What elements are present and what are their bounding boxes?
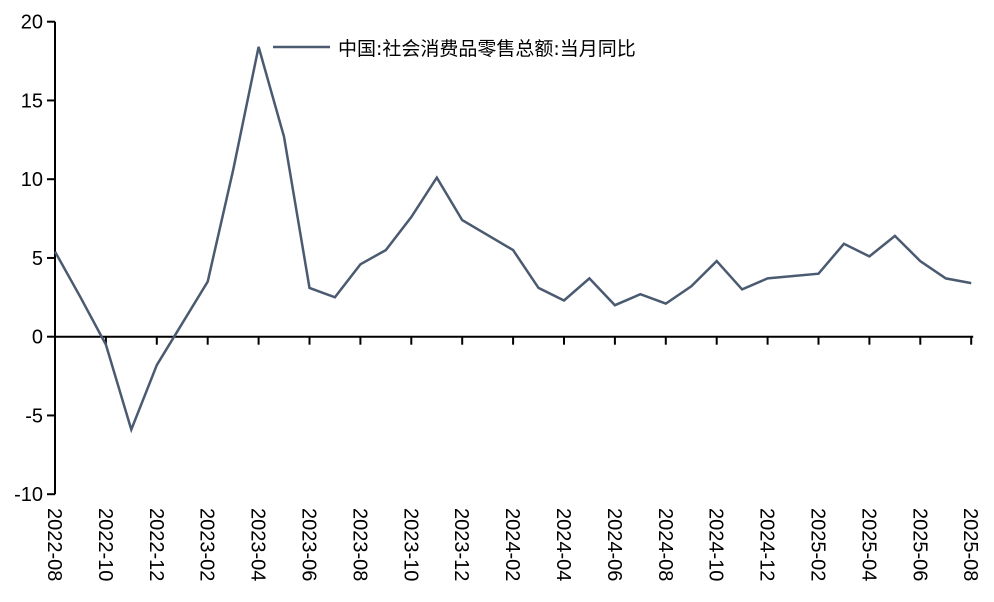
x-tick-label: 2025-06	[908, 508, 930, 581]
y-tick-label: 15	[21, 90, 43, 112]
x-tick-label: 2024-10	[705, 508, 727, 581]
legend: 中国:社会消费品零售总额:当月同比	[273, 38, 636, 60]
series-line	[53, 46, 972, 434]
legend-label: 中国:社会消费品零售总额:当月同比	[338, 38, 636, 60]
x-tick-label: 2023-02	[196, 508, 218, 581]
x-tick-label: 2024-02	[501, 508, 523, 581]
x-tick-label: 2022-08	[43, 508, 65, 581]
y-tick-label: 10	[21, 169, 43, 191]
series-polyline	[53, 46, 972, 434]
x-tick-label: 2024-06	[603, 508, 625, 581]
y-axis: 20 15 10 5 0 -5 -10	[14, 12, 56, 506]
x-tick-label: 2024-04	[552, 508, 574, 581]
y-tick-label: -10	[14, 484, 43, 506]
x-tick-label: 2022-12	[145, 508, 167, 581]
x-tick-label: 2025-02	[807, 508, 829, 581]
x-tick-label: 2023-10	[399, 508, 421, 581]
x-tick-label: 2023-04	[247, 508, 269, 581]
y-tick-label: 5	[32, 248, 43, 270]
y-tick-label: 0	[32, 327, 43, 349]
x-tick-label: 2022-10	[94, 508, 116, 581]
y-tick-label: -5	[25, 405, 43, 427]
x-tick-label: 2025-04	[857, 508, 879, 581]
x-tick-label: 2023-06	[298, 508, 320, 581]
x-tick-label: 2023-12	[450, 508, 472, 581]
x-tick-label: 2025-08	[959, 508, 981, 581]
x-tick-label: 2024-12	[756, 508, 778, 581]
x-tick-label: 2023-08	[348, 508, 370, 581]
y-tick-label: 20	[21, 12, 43, 34]
x-axis: 2022-08 2022-10 2022-12 2023-02 2023-04 2023-…	[43, 335, 981, 581]
x-tick-label: 2024-08	[654, 508, 676, 581]
